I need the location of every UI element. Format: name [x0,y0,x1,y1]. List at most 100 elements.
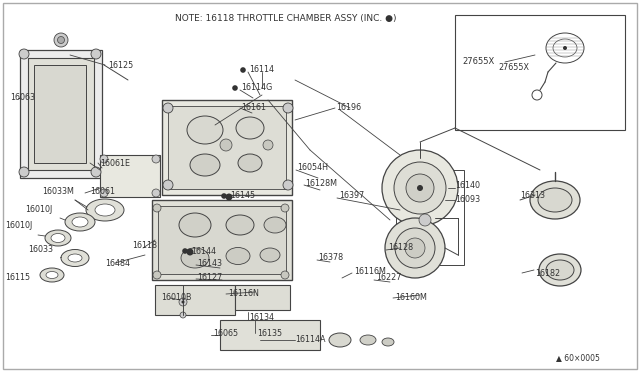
Text: 16063: 16063 [10,93,35,103]
Text: 16161: 16161 [241,103,266,112]
Ellipse shape [553,39,577,57]
Circle shape [281,271,289,279]
Circle shape [281,204,289,212]
Circle shape [100,155,108,163]
Circle shape [152,189,160,197]
Text: 16397: 16397 [339,192,364,201]
Circle shape [220,139,232,151]
Text: 16125: 16125 [108,61,133,70]
Ellipse shape [61,250,89,266]
Ellipse shape [46,272,58,279]
Circle shape [406,174,434,202]
Circle shape [394,162,446,214]
Ellipse shape [65,213,95,231]
Bar [158,206,286,274]
Bar [162,100,292,195]
Bar [155,285,235,315]
Circle shape [54,33,68,47]
Text: 16134: 16134 [249,314,274,323]
Ellipse shape [260,248,280,262]
Circle shape [91,49,101,59]
Circle shape [283,103,293,113]
Text: 16484: 16484 [105,259,130,267]
Circle shape [417,185,423,191]
Circle shape [385,218,445,278]
Ellipse shape [45,230,71,246]
Circle shape [232,85,238,91]
Circle shape [100,189,108,197]
Text: 16128: 16128 [388,244,413,253]
Text: 16033: 16033 [28,244,53,253]
Text: 16145: 16145 [230,192,255,201]
Ellipse shape [226,215,254,235]
Text: 16160M: 16160M [395,292,427,301]
Text: 16093: 16093 [455,196,480,205]
Circle shape [182,301,184,304]
Text: 16116M: 16116M [354,266,386,276]
Circle shape [419,214,431,226]
Bar [34,65,86,163]
Text: 16116N: 16116N [228,289,259,298]
Text: 16010J: 16010J [25,205,52,215]
Bar [235,285,290,310]
Circle shape [152,155,160,163]
Ellipse shape [226,247,250,264]
Text: 16010B: 16010B [161,294,191,302]
Text: 16313: 16313 [520,190,545,199]
Circle shape [19,49,29,59]
Text: 16135: 16135 [257,328,282,337]
Ellipse shape [538,188,572,212]
Ellipse shape [187,116,223,144]
Text: 16128M: 16128M [305,179,337,187]
Ellipse shape [360,335,376,345]
Bar [100,155,160,197]
Text: 16143: 16143 [197,260,222,269]
Text: 16118: 16118 [132,241,157,250]
Text: NOTE: 16118 THROTTLE CHAMBER ASSY (INC. ●): NOTE: 16118 THROTTLE CHAMBER ASSY (INC. … [175,13,397,22]
Ellipse shape [546,33,584,63]
Text: 16127: 16127 [197,273,222,282]
Circle shape [58,36,65,44]
Text: 16115: 16115 [5,273,30,282]
Text: 16114A: 16114A [295,336,326,344]
Circle shape [225,193,232,201]
Ellipse shape [51,234,65,243]
Circle shape [532,90,542,100]
Text: 16061E: 16061E [100,158,130,167]
Text: 16061: 16061 [90,187,115,196]
Text: 16114: 16114 [249,65,274,74]
Ellipse shape [190,154,220,176]
Text: 16196: 16196 [336,103,361,112]
Ellipse shape [264,217,286,233]
Text: 16010J: 16010J [5,221,32,230]
Circle shape [180,312,186,318]
Ellipse shape [236,117,264,139]
Text: 16140: 16140 [455,180,480,189]
Text: 27655X: 27655X [498,64,529,73]
Bar [396,170,464,265]
Circle shape [186,248,193,256]
Text: 16054H: 16054H [297,164,328,173]
Circle shape [240,67,246,73]
Bar [28,58,94,170]
Ellipse shape [539,254,581,286]
Circle shape [283,180,293,190]
Ellipse shape [329,333,351,347]
Text: 16378: 16378 [318,253,343,263]
Circle shape [182,248,188,254]
Circle shape [405,238,425,258]
Circle shape [179,298,187,306]
Circle shape [19,167,29,177]
Circle shape [91,167,101,177]
Ellipse shape [530,181,580,219]
Ellipse shape [68,254,82,262]
Ellipse shape [546,260,574,280]
Text: 16182: 16182 [535,269,560,278]
Circle shape [163,180,173,190]
Ellipse shape [181,248,209,268]
Ellipse shape [86,199,124,221]
Text: ▲ 60×0005: ▲ 60×0005 [556,353,600,362]
Text: 16227: 16227 [376,273,401,282]
Bar [168,106,286,189]
Circle shape [163,103,173,113]
